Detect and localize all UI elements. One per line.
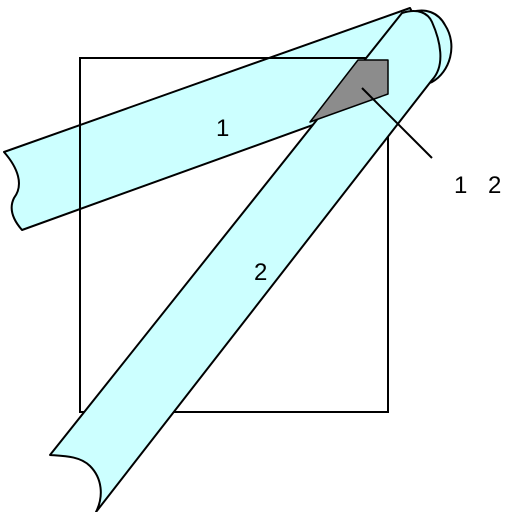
strip-2-label: 2 [254, 259, 267, 286]
leader-line [361, 87, 433, 159]
strip-1-label: 1 [216, 115, 229, 142]
callout-label: 1 2 [454, 172, 501, 199]
strip-2 [49, 10, 442, 512]
overlap-region [309, 59, 389, 123]
rectangle-outline [79, 57, 389, 413]
